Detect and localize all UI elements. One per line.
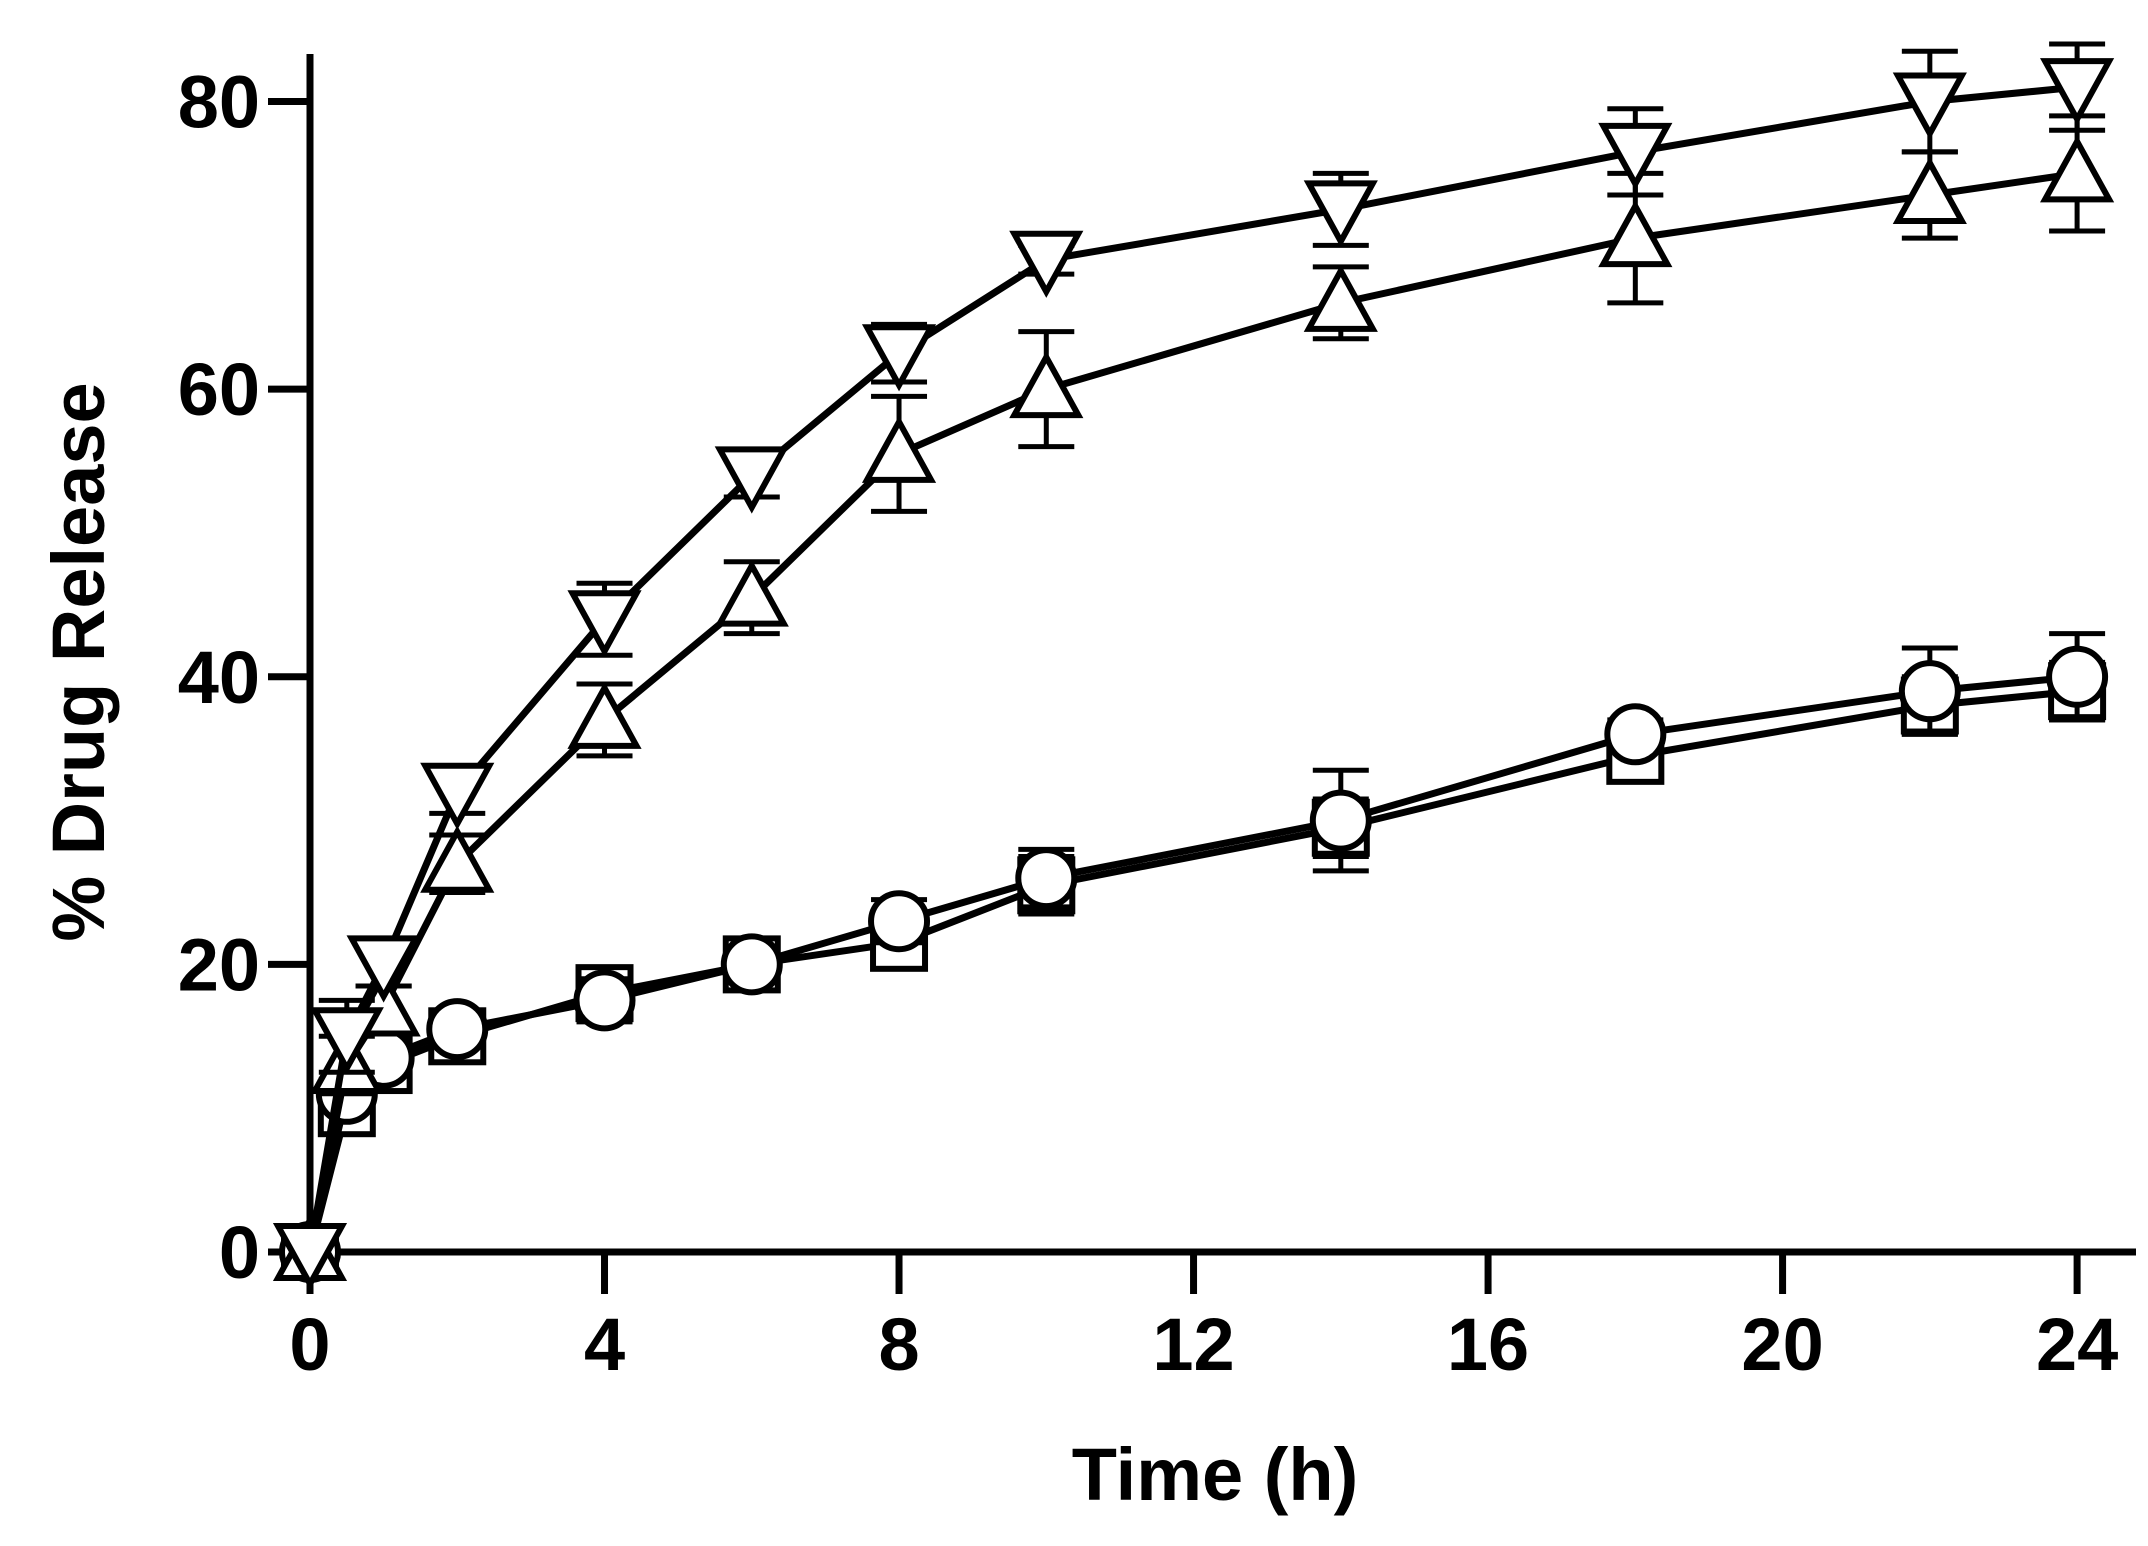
data-point-triangle-down <box>1303 180 1378 248</box>
data-point-triangle-up <box>1009 350 1084 419</box>
x-tick-label: 16 <box>1447 1303 1529 1386</box>
data-point-circle <box>2046 645 2109 708</box>
data-point-triangle-up <box>1303 264 1378 332</box>
y-tick-label: 80 <box>178 61 260 144</box>
data-point-triangle-down <box>346 935 421 1003</box>
data-point-triangle-down <box>714 446 789 514</box>
x-tick-label: 20 <box>1741 1303 1823 1386</box>
data-point-circle <box>1015 847 1078 910</box>
series-line-square <box>306 687 2078 1253</box>
data-point-triangle-down <box>2040 58 2115 126</box>
x-tick-label: 0 <box>289 1303 330 1386</box>
data-point-triangle-down <box>420 762 495 831</box>
data-point-triangle-down <box>1009 230 1084 298</box>
series-line-circle <box>306 673 2078 1253</box>
y-axis-label: % Drug Release <box>37 382 120 941</box>
data-point-triangle-up <box>567 681 642 749</box>
series-circle <box>279 631 2109 1283</box>
x-tick-label: 24 <box>2036 1303 2118 1386</box>
series-triangle-down <box>272 41 2115 1291</box>
data-point-triangle-up <box>714 559 789 627</box>
series-triangle-up <box>272 113 2115 1281</box>
series-line-triangle-down <box>306 83 2078 1253</box>
series-square <box>281 659 2107 1281</box>
data-point-circle <box>573 969 636 1032</box>
data-point-triangle-down <box>567 590 642 658</box>
y-tick-label: 0 <box>219 1211 260 1294</box>
data-point-circle <box>426 998 489 1061</box>
x-tick-label: 12 <box>1152 1303 1234 1386</box>
series-line-triangle-up <box>306 169 2078 1253</box>
y-tick-label: 60 <box>178 348 260 431</box>
y-tick-label: 40 <box>178 636 260 719</box>
data-point-triangle-down <box>272 1223 348 1291</box>
y-tick-label: 20 <box>178 923 260 1006</box>
x-axis-label: Time (h) <box>1072 1433 1358 1516</box>
axes <box>306 54 2136 1256</box>
data-point-triangle-up <box>1892 156 1967 224</box>
x-tick-label: 4 <box>584 1303 625 1386</box>
data-point-triangle-up <box>1598 199 1673 268</box>
series-layer <box>272 41 2115 1291</box>
data-point-circle <box>720 933 783 996</box>
x-tick-label: 8 <box>878 1303 919 1386</box>
data-point-triangle-down <box>309 1007 384 1075</box>
data-point-circle <box>1898 660 1961 723</box>
data-point-triangle-down <box>1598 122 1673 191</box>
data-point-triangle-down <box>1892 72 1967 140</box>
data-point-triangle-up <box>420 825 495 893</box>
data-point-triangle-up <box>861 415 937 483</box>
data-point-triangle-up <box>2040 135 2115 203</box>
data-point-circle <box>1604 703 1667 766</box>
data-point-triangle-down <box>861 324 937 392</box>
data-point-circle <box>868 890 931 953</box>
data-point-circle <box>1309 789 1372 852</box>
ticks: 0 4 8 12 16 20 24 0 20 40 60 80 <box>178 61 2119 1386</box>
